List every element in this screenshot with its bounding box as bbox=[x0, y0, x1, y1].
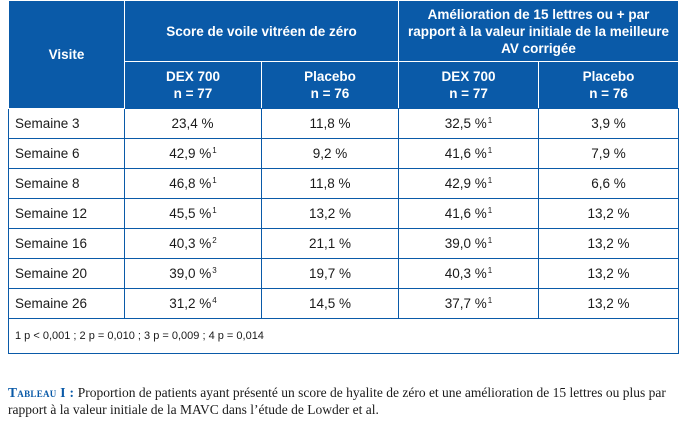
visit-cell: Semaine 16 bbox=[8, 228, 125, 259]
footnote-row: 1 p < 0,001 ; 2 p = 0,010 ; 3 p = 0,009 … bbox=[7, 318, 680, 354]
results-table: Visite Score de voile vitréen de zéro Am… bbox=[7, 0, 680, 354]
value-cell: 11,8 % bbox=[260, 168, 400, 199]
value-cell: 40,3 %2 bbox=[124, 228, 262, 259]
value-cell: 41,6 %1 bbox=[398, 138, 540, 169]
footnote-marker: 1 bbox=[487, 176, 493, 185]
value: 40,3 % bbox=[444, 266, 487, 281]
table-caption: Tableau I : Proportion de patients ayant… bbox=[8, 384, 682, 418]
subheader-n: n = 76 bbox=[310, 86, 350, 101]
caption-label: Tableau I : bbox=[8, 385, 75, 400]
table-row: Semaine 6 42,9 %1 9,2 % 41,6 %1 7,9 % bbox=[8, 138, 680, 169]
value-cell: 39,0 %3 bbox=[124, 258, 262, 289]
table-row: Semaine 20 39,0 %3 19,7 % 40,3 %1 13,2 % bbox=[8, 258, 680, 289]
value-cell: 6,6 % bbox=[538, 168, 680, 199]
value-cell: 13,2 % bbox=[538, 258, 680, 289]
value-cell: 42,9 %1 bbox=[398, 168, 540, 199]
footnote-marker: 1 bbox=[487, 146, 493, 155]
value-cell: 13,2 % bbox=[260, 198, 400, 229]
footnote-marker: 1 bbox=[212, 146, 217, 155]
value: 31,2 % bbox=[169, 296, 212, 311]
value-cell: 3,9 % bbox=[538, 108, 680, 139]
footnote-marker: 1 bbox=[212, 176, 217, 185]
value-cell: 7,9 % bbox=[538, 138, 680, 169]
value-cell: 41,6 %1 bbox=[398, 198, 540, 229]
value-cell: 13,2 % bbox=[538, 288, 680, 319]
value-cell: 45,5 %1 bbox=[124, 198, 262, 229]
value: 46,8 % bbox=[169, 176, 212, 191]
value: 32,5 % bbox=[444, 116, 487, 131]
value-cell: 14,5 % bbox=[260, 288, 400, 319]
table-row: Semaine 3 23,4 % 11,8 % 32,5 %1 3,9 % bbox=[8, 108, 680, 139]
footnote-marker: 1 bbox=[487, 116, 493, 125]
visit-cell: Semaine 20 bbox=[8, 258, 125, 289]
value-cell: 11,8 % bbox=[260, 108, 400, 139]
footnote-marker: 1 bbox=[212, 206, 217, 215]
results-table-container: Visite Score de voile vitréen de zéro Am… bbox=[7, 0, 680, 354]
footnote-marker: 1 bbox=[487, 236, 493, 245]
value: 45,5 % bbox=[169, 206, 212, 221]
value: 23,4 % bbox=[171, 116, 214, 131]
value-cell: 13,2 % bbox=[538, 198, 680, 229]
subheader-placebo-1: Placebo n = 76 bbox=[260, 61, 400, 109]
value-cell: 39,0 %1 bbox=[398, 228, 540, 259]
subheader-name: DEX 700 bbox=[441, 69, 496, 84]
header-visit: Visite bbox=[8, 0, 125, 109]
subheader-name: DEX 700 bbox=[165, 69, 221, 84]
value-cell: 40,3 %1 bbox=[398, 258, 540, 289]
header-group-vitreous-haze: Score de voile vitréen de zéro bbox=[123, 0, 400, 62]
subheader-n: n = 77 bbox=[449, 86, 488, 101]
footnote-marker: 2 bbox=[212, 236, 217, 245]
subheader-name: Placebo bbox=[304, 69, 356, 84]
value: 42,9 % bbox=[444, 176, 487, 191]
value: 41,6 % bbox=[444, 146, 487, 161]
header-group-bcva: Amélioration de 15 lettres ou + par rapp… bbox=[398, 0, 680, 62]
value-cell: 37,7 %1 bbox=[398, 288, 540, 319]
value-cell: 9,2 % bbox=[260, 138, 400, 169]
footnote-marker: 4 bbox=[212, 296, 217, 305]
value: 42,9 % bbox=[169, 146, 212, 161]
value: 39,0 % bbox=[169, 266, 212, 281]
value-cell: 19,7 % bbox=[260, 258, 400, 289]
footnote: 1 p < 0,001 ; 2 p = 0,010 ; 3 p = 0,009 … bbox=[7, 318, 680, 354]
caption-text: Proportion de patients ayant présenté un… bbox=[8, 385, 666, 417]
footnote-marker: 3 bbox=[212, 266, 217, 275]
visit-cell: Semaine 3 bbox=[8, 108, 125, 139]
table-row: Semaine 26 31,2 %4 14,5 % 37,7 %1 13,2 % bbox=[8, 288, 680, 319]
footnote-marker: 1 bbox=[487, 266, 493, 275]
value: 39,0 % bbox=[444, 236, 487, 251]
visit-cell: Semaine 8 bbox=[8, 168, 125, 199]
value: 41,6 % bbox=[444, 206, 487, 221]
subheader-n: n = 77 bbox=[173, 86, 213, 101]
visit-cell: Semaine 6 bbox=[8, 138, 125, 169]
footnote-marker: 1 bbox=[487, 296, 493, 305]
table-row: Semaine 8 46,8 %1 11,8 % 42,9 %1 6,6 % bbox=[8, 168, 680, 199]
value: 40,3 % bbox=[169, 236, 212, 251]
subheader-dex-1: DEX 700 n = 77 bbox=[124, 61, 262, 109]
subheader-placebo-2: Placebo n = 76 bbox=[538, 61, 680, 109]
value-cell: 31,2 %4 bbox=[124, 288, 262, 319]
value-cell: 21,1 % bbox=[260, 228, 400, 259]
subheader-n: n = 76 bbox=[589, 86, 628, 101]
value-cell: 13,2 % bbox=[538, 228, 680, 259]
table-row: Semaine 16 40,3 %2 21,1 % 39,0 %1 13,2 % bbox=[8, 228, 680, 259]
value-cell: 32,5 %1 bbox=[398, 108, 540, 139]
subheader-name: Placebo bbox=[582, 69, 635, 84]
value-cell: 46,8 %1 bbox=[124, 168, 262, 199]
visit-cell: Semaine 12 bbox=[8, 198, 125, 229]
value-cell: 42,9 %1 bbox=[124, 138, 262, 169]
footnote-marker: 1 bbox=[487, 206, 493, 215]
value-cell: 23,4 % bbox=[124, 108, 262, 139]
visit-cell: Semaine 26 bbox=[8, 288, 125, 319]
value: 37,7 % bbox=[444, 296, 487, 311]
subheader-dex-2: DEX 700 n = 77 bbox=[398, 61, 540, 109]
table-row: Semaine 12 45,5 %1 13,2 % 41,6 %1 13,2 % bbox=[8, 198, 680, 229]
